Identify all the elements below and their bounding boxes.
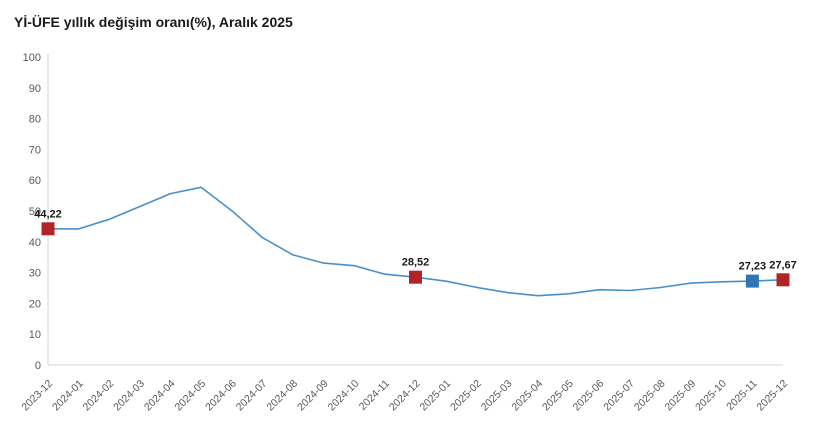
x-tick-label: 2025-10 [693, 378, 729, 414]
y-tick-label: 50 [29, 206, 41, 218]
x-tick-label: 2024-09 [295, 378, 331, 414]
data-point-label: 28,52 [402, 257, 430, 269]
x-tick-label: 2023-12 [19, 378, 55, 414]
y-tick-label: 0 [35, 360, 41, 372]
x-tick-label: 2025-09 [663, 378, 699, 414]
x-tick-label: 2024-10 [326, 378, 362, 414]
data-point-label: 27,23 [739, 261, 767, 273]
y-tick-label: 60 [29, 175, 41, 187]
y-tick-label: 90 [29, 83, 41, 95]
chart-title: Yİ-ÜFE yıllık değişim oranı(%), Aralık 2… [14, 14, 293, 30]
y-tick-label: 30 [29, 268, 41, 280]
x-tick-label: 2024-02 [81, 378, 117, 414]
y-tick-label: 20 [29, 298, 41, 310]
x-tick-label: 2025-05 [540, 378, 576, 414]
x-tick-label: 2024-07 [234, 378, 270, 414]
data-point-marker[interactable] [745, 274, 759, 288]
x-tick-label: 2024-01 [50, 378, 86, 414]
x-tick-label: 2024-05 [173, 378, 209, 414]
y-tick-label: 100 [23, 52, 41, 64]
y-tick-label: 40 [29, 237, 41, 249]
x-tick-label: 2025-07 [601, 378, 637, 414]
x-tick-label: 2025-12 [754, 378, 790, 414]
data-point-marker[interactable] [41, 222, 55, 236]
data-point-label: 27,67 [769, 259, 797, 271]
data-point-label: 44,22 [34, 208, 62, 220]
x-tick-label: 2024-08 [264, 378, 300, 414]
y-tick-label: 10 [29, 329, 41, 341]
y-tick-label: 70 [29, 144, 41, 156]
x-tick-label: 2025-11 [724, 378, 759, 413]
x-tick-label: 2024-03 [111, 378, 147, 414]
data-point-marker[interactable] [776, 273, 790, 287]
y-tick-label: 80 [29, 114, 41, 126]
x-tick-label: 2024-06 [203, 378, 239, 414]
x-tick-label: 2024-11 [357, 378, 392, 413]
x-tick-label: 2025-04 [509, 378, 545, 414]
x-tick-label: 2025-01 [418, 378, 454, 414]
x-tick-label: 2025-06 [571, 378, 607, 414]
x-tick-label: 2025-03 [479, 378, 515, 414]
x-tick-label: 2025-02 [448, 378, 484, 414]
data-point-marker[interactable] [409, 270, 422, 284]
x-tick-label: 2024-04 [142, 378, 178, 414]
x-tick-label: 2025-08 [632, 378, 668, 414]
x-tick-label: 2024-12 [387, 378, 423, 414]
